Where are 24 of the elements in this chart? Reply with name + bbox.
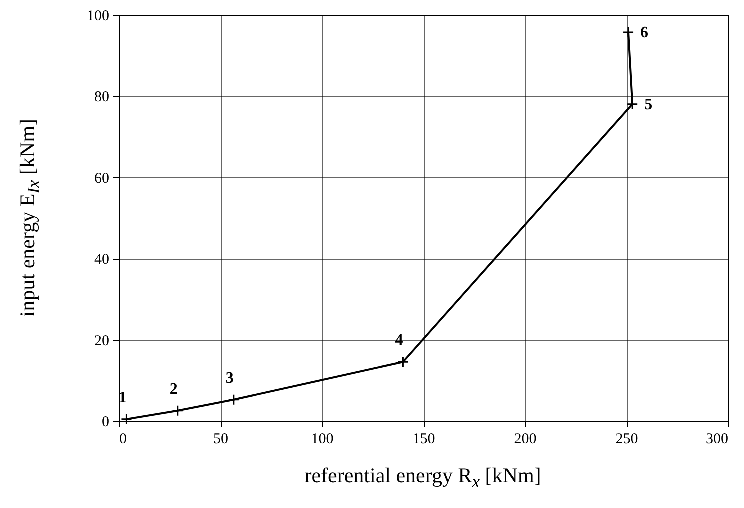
x-axis-title: referential energy R$_{x}$ [kNm] — [304, 463, 542, 493]
point — [397, 356, 409, 368]
point — [626, 98, 638, 110]
annotation: 6 — [640, 24, 649, 42]
x-tick-label: 100 — [311, 432, 334, 448]
y-tick-label: 80 — [94, 90, 110, 106]
annotation: 5 — [644, 96, 653, 114]
x-tick-label: 50 — [214, 432, 228, 448]
x-tick-label: 0 — [120, 432, 127, 448]
x-tick-label: 150 — [412, 432, 436, 448]
point — [228, 394, 240, 406]
y-tick-label: 0 — [102, 414, 110, 430]
y-tick-label: 20 — [94, 333, 110, 350]
annotation: 3 — [226, 370, 234, 387]
point — [172, 405, 184, 417]
x-tick-label: 200 — [514, 432, 537, 448]
point — [622, 26, 634, 38]
annotation: 2 — [170, 380, 178, 398]
x-tick-label: 250 — [616, 432, 638, 448]
y-tick-label: 40 — [94, 252, 110, 268]
y-tick-label: 60 — [94, 170, 110, 187]
x-tick-label: 300 — [706, 432, 728, 448]
y-tick-label: 100 — [87, 8, 110, 24]
annotation: 1 — [118, 389, 127, 406]
